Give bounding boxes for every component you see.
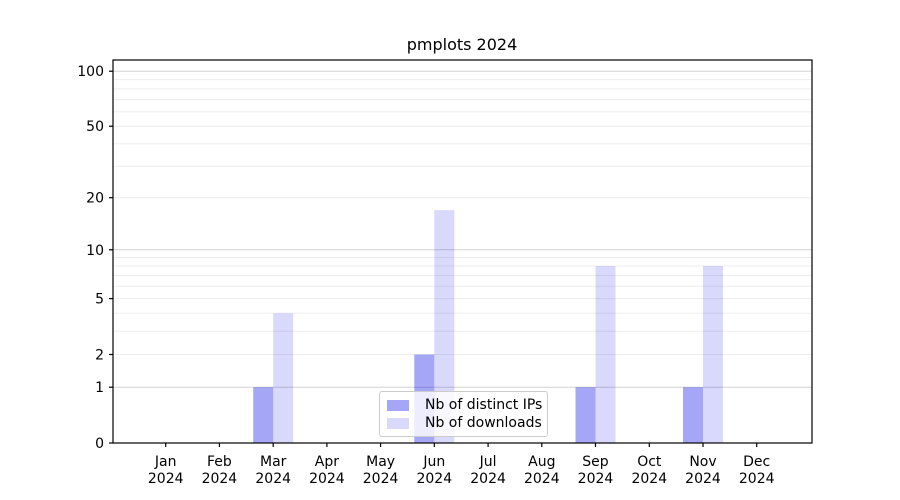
x-tick-label-aug: Aug 2024 (524, 454, 560, 487)
x-tick-label-sep: Sep 2024 (578, 454, 614, 487)
bar-downloads-jun (434, 210, 455, 443)
y-tick-label-100: 100 (77, 64, 104, 80)
y-tick-label-5: 5 (95, 292, 104, 308)
legend-swatch-distinct-ips-icon (387, 399, 409, 411)
x-tick-label-nov: Nov 2024 (685, 454, 721, 487)
legend-label-distinct-ips: Nb of distinct IPs (425, 397, 543, 413)
y-tick-label-20: 20 (86, 191, 104, 207)
plot-frame (112, 59, 813, 444)
legend-item-distinct-ips: Nb of distinct IPs (387, 397, 543, 413)
legend-label-downloads: Nb of downloads (425, 415, 542, 431)
bar-downloads-mar (273, 313, 294, 443)
bar-downloads-sep (595, 266, 616, 443)
x-tick-label-jan: Jan 2024 (148, 454, 184, 487)
x-tick-label-jun: Jun 2024 (416, 454, 452, 487)
x-tick-label-apr: Apr 2024 (309, 454, 345, 487)
bar-distinct-ips-sep (575, 387, 596, 443)
legend: Nb of distinct IPs Nb of downloads (379, 391, 548, 437)
x-tick-label-jul: Jul 2024 (470, 454, 506, 487)
gridlines-layer (113, 70, 812, 388)
bar-downloads-nov (703, 266, 723, 443)
bar-distinct-ips-nov (683, 387, 703, 443)
chart-title: pmplots 2024 (407, 35, 518, 54)
axes-layer (109, 59, 813, 447)
tick-labels-layer: 0 1 2 5 10 20 50 100 Jan 2024 Feb 2024 Mar 2024 Apr 202… (77, 64, 774, 487)
y-tick-label-10: 10 (86, 243, 104, 259)
y-tick-label-0: 0 (95, 436, 104, 452)
legend-swatch-downloads-icon (387, 417, 409, 429)
bar-distinct-ips-mar (253, 387, 274, 443)
x-tick-label-dec: Dec 2024 (739, 454, 775, 487)
y-tick-label-1: 1 (95, 380, 104, 396)
x-tick-label-oct: Oct 2024 (631, 454, 667, 487)
x-tick-label-may: May 2024 (363, 454, 399, 487)
y-tick-label-2: 2 (95, 348, 104, 364)
x-tick-label-mar: Mar 2024 (255, 454, 291, 487)
y-tick-label-50: 50 (86, 119, 104, 135)
x-tick-label-feb: Feb 2024 (202, 454, 238, 487)
legend-item-downloads: Nb of downloads (387, 415, 542, 431)
